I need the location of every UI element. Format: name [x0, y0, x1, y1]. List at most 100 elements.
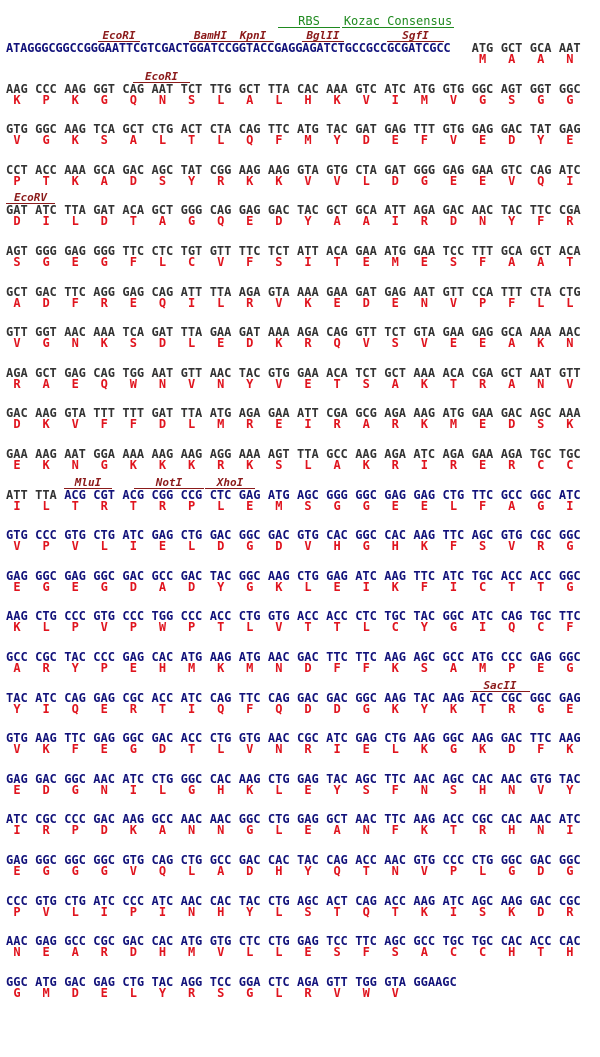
codon: CGC — [93, 934, 115, 949]
amino-acid: E — [246, 214, 254, 229]
amino-acid: R — [420, 214, 428, 229]
codon: ATG — [267, 487, 290, 502]
amino-acid: I — [304, 417, 312, 432]
amino-acid: N — [217, 823, 225, 838]
codon: AGA — [238, 406, 261, 421]
amino-acid: F — [508, 295, 516, 310]
codon: AAT — [151, 365, 174, 380]
codon: GAG — [64, 244, 86, 258]
codon: ATG — [442, 406, 465, 421]
amino-acid: N — [158, 92, 167, 107]
amino-acid: V — [187, 376, 196, 391]
amino-acid: P — [129, 904, 137, 919]
codon: ATC — [558, 162, 581, 177]
amino-acid: S — [362, 782, 370, 797]
amino-acid: Q — [158, 864, 167, 878]
codon: GTA — [413, 325, 436, 340]
codon: TGT — [180, 244, 203, 258]
codon: ACC — [500, 568, 523, 583]
codon: GAG — [6, 568, 28, 583]
codon: TAC — [326, 771, 348, 786]
restriction-site-bglii: BglII — [302, 30, 344, 42]
amino-acid: K — [129, 458, 137, 472]
amino-acid: D — [42, 782, 50, 797]
codon: GAG — [384, 487, 406, 502]
amino-acid: A — [508, 255, 516, 269]
codon: CTG — [64, 893, 86, 908]
codon: TCA — [122, 325, 145, 340]
amino-acid: L — [275, 823, 283, 838]
codon: AGC — [442, 771, 465, 786]
amino-acid: D — [333, 701, 341, 716]
codon: AAG — [35, 731, 57, 746]
codon: CAG — [238, 122, 261, 137]
amino-acid: N — [71, 458, 79, 472]
codon: ATC — [122, 771, 145, 786]
codon: GGC — [64, 853, 86, 867]
codon: CTG — [267, 934, 290, 949]
codon: CTC — [209, 487, 232, 502]
amino-acid: T — [187, 742, 196, 757]
amino-acid: K — [333, 92, 341, 107]
codon: TAC — [558, 771, 581, 786]
codon: GGA — [238, 974, 261, 989]
codon: ACC — [297, 609, 319, 624]
amino-acid: F — [478, 255, 487, 269]
codon: GGC — [471, 81, 494, 96]
amino-acid: V — [13, 539, 21, 554]
codon: CCC — [64, 812, 86, 827]
amino-acid: G — [566, 539, 574, 554]
codon: GCC — [209, 853, 232, 867]
amino-acid: K — [420, 742, 428, 757]
amino-acid: T — [478, 701, 487, 716]
codon: CTC — [151, 244, 174, 258]
codon: AGC — [471, 528, 494, 543]
amino-acid: K — [478, 742, 487, 757]
amino-acid: M — [478, 52, 487, 66]
codon: CTG — [238, 609, 261, 624]
amino-acid: Q — [537, 173, 545, 188]
codon: GCC — [500, 487, 523, 502]
amino-acid: P — [71, 823, 79, 838]
amino-acid: H — [566, 945, 574, 960]
amino-acid: I — [129, 782, 137, 797]
codon: GAT — [151, 325, 174, 340]
amino-acid: P — [42, 92, 50, 107]
amino-acid: D — [246, 336, 254, 351]
codon: GCA — [529, 41, 552, 55]
codon: GTG — [64, 528, 86, 543]
codon: GTG — [442, 122, 465, 137]
codon: GGC — [238, 812, 261, 827]
amino-acid: K — [420, 417, 428, 432]
amino-acid: E — [420, 498, 428, 513]
codon: GAG — [384, 122, 406, 137]
codon: GAC — [6, 406, 28, 421]
amino-acid: N — [537, 823, 545, 838]
codon: TTC — [267, 122, 290, 137]
amino-acid: D — [217, 539, 225, 554]
amino-acid: G — [42, 133, 50, 148]
amino-acid: K — [42, 458, 50, 472]
codon: CAC — [267, 853, 290, 867]
amino-acid: P — [100, 661, 108, 675]
amino-acid: S — [449, 782, 458, 797]
codon: TAT — [180, 162, 203, 177]
amino-acid: Y — [158, 985, 167, 1000]
codon: CGA — [326, 406, 348, 421]
codon: AAC — [500, 771, 523, 786]
codon: AAG — [413, 528, 436, 543]
codon: GTA — [384, 974, 406, 989]
restriction-site-ecorv: EcoRV — [6, 192, 55, 205]
amino-acid: V — [508, 539, 516, 554]
codon: GAA — [442, 325, 465, 340]
amino-acid: W — [129, 376, 137, 391]
codon: AAC — [93, 771, 115, 786]
amino-acid: I — [42, 701, 50, 716]
amino-acid: S — [100, 133, 108, 148]
codon: GGC — [500, 853, 523, 867]
amino-acid: R — [129, 701, 137, 716]
amino-acid: N — [187, 823, 196, 838]
amino-acid: A — [420, 945, 428, 960]
amino-acid: F — [478, 498, 487, 513]
amino-acid: L — [217, 742, 225, 757]
